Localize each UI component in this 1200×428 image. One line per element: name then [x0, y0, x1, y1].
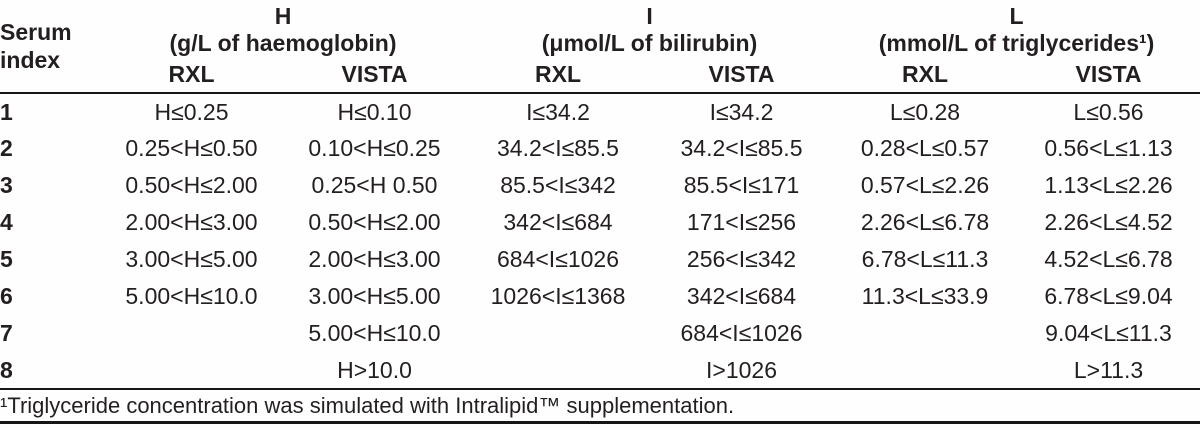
range-cell-h-vista: 5.00<H≤10.0: [308, 320, 441, 346]
group-letter-h: H: [274, 3, 292, 29]
range-cell-h-vista: H>10.0: [337, 356, 412, 383]
header-sub-row: RXL VISTA RXL VISTA RXL VISTA: [0, 57, 1200, 94]
range-cell-l-rxl: [833, 352, 1017, 389]
subheader-l-rxl: RXL: [833, 57, 1018, 94]
range-cell-i-rxl: 684<I≤1026: [497, 246, 619, 272]
range-cell-l-rxl: 11.3<L≤33.9: [861, 283, 989, 309]
range-cell-l-rxl: 0.57<L≤2.26: [860, 172, 990, 198]
table-row-2: 2 0.25<H≤0.50 0.10<H≤0.25 34.2<I≤85.5 34…: [0, 130, 1200, 167]
range-cell-i-rxl: I≤34.2: [526, 98, 590, 125]
range-cell-l-vista: 2.26<L≤4.52: [1044, 209, 1173, 235]
range-cell-h-vista: H≤0.10: [337, 98, 412, 125]
range-cell-i-rxl: 85.5<I≤342: [500, 172, 616, 198]
range-cell-h-rxl: 3.00<H≤5.00: [125, 246, 258, 272]
range-cell-h-vista: 0.25<H 0.50: [311, 172, 438, 198]
range-cell-i-vista: 256<I≤342: [686, 246, 797, 272]
footnote-row: ¹Triglyceride concentration was simulate…: [0, 388, 1200, 424]
group-header-bilirubin: I (μmol/L of bilirubin): [466, 0, 833, 57]
range-cell-l-vista: L>11.3: [1073, 356, 1144, 383]
range-cell-h-vista: 0.50<H≤2.00: [308, 209, 441, 235]
row-index: 2: [0, 135, 13, 161]
range-cell-l-rxl: 0.28<L≤0.57: [860, 135, 990, 161]
group-header-triglycerides: L (mmol/L of triglycerides¹): [833, 0, 1200, 57]
header-group-row: Serum index H (g/L of haemoglobin) I (μm…: [0, 0, 1200, 94]
row-index: 1: [0, 98, 13, 125]
range-cell-h-vista: 2.00<H≤3.00: [308, 246, 441, 272]
range-cell-l-rxl: L≤0.28: [889, 98, 961, 125]
row-index: 5: [0, 246, 13, 272]
table-row-8: 8 H>10.0 I>1026 L>11.3: [0, 352, 1200, 389]
group-letter-l: L: [1009, 3, 1024, 29]
subheader-h-rxl: RXL: [100, 57, 283, 94]
range-cell-l-vista: 1.13<L≤2.26: [1044, 172, 1173, 198]
range-cell-i-vista: 34.2<I≤85.5: [680, 135, 803, 161]
range-cell-h-rxl: 5.00<H≤10.0: [125, 283, 258, 309]
group-unit-l: (mmol/L of triglycerides¹): [878, 30, 1155, 56]
range-cell-i-vista: I>1026: [706, 356, 777, 383]
table-row-3: 3 0.50<H≤2.00 0.25<H 0.50 85.5<I≤342 85.…: [0, 167, 1200, 204]
table-body: 1 H≤0.25 H≤0.10 I≤34.2 I≤34.2 L≤0.28 L≤0…: [0, 93, 1200, 389]
group-unit-h: (g/L of haemoglobin): [169, 30, 397, 56]
range-cell-h-rxl: H≤0.25: [154, 98, 229, 125]
range-cell-l-vista: L≤0.56: [1073, 98, 1144, 125]
table-row-4: 4 2.00<H≤3.00 0.50<H≤2.00 342<I≤684 171<…: [0, 204, 1200, 241]
range-cell-l-rxl: 2.26<L≤6.78: [860, 209, 990, 235]
table-footer: ¹Triglyceride concentration was simulate…: [0, 388, 1200, 424]
corner-header-serum-index: Serum index: [0, 0, 100, 94]
range-cell-i-rxl: [466, 352, 650, 389]
group-letter-i: I: [646, 3, 653, 29]
footnote-text: ¹Triglyceride concentration was simulate…: [0, 388, 1200, 424]
table-row-1: 1 H≤0.25 H≤0.10 I≤34.2 I≤34.2 L≤0.28 L≤0…: [0, 93, 1200, 130]
subheader-l-vista: VISTA: [1017, 57, 1200, 94]
table-row-5: 5 3.00<H≤5.00 2.00<H≤3.00 684<I≤1026 256…: [0, 241, 1200, 278]
range-cell-l-vista: 9.04<L≤11.3: [1045, 320, 1172, 346]
range-cell-h-vista: 3.00<H≤5.00: [308, 283, 441, 309]
range-cell-l-vista: 6.78<L≤9.04: [1044, 283, 1173, 309]
range-cell-i-vista: 85.5<I≤171: [683, 172, 800, 198]
range-cell-i-rxl: 342<I≤684: [503, 209, 613, 235]
subheader-h-vista: VISTA: [283, 57, 466, 94]
subheader-i-vista: VISTA: [650, 57, 834, 94]
range-cell-h-vista: 0.10<H≤0.25: [308, 135, 441, 161]
range-cell-l-rxl: 6.78<L≤11.3: [861, 246, 989, 272]
row-index: 4: [0, 209, 13, 235]
row-index: 8: [0, 356, 13, 383]
range-cell-i-vista: 171<I≤256: [686, 209, 797, 235]
subheader-i-rxl: RXL: [466, 57, 650, 94]
range-cell-i-vista: I≤34.2: [709, 98, 774, 125]
range-cell-h-rxl: 2.00<H≤3.00: [125, 209, 258, 235]
range-cell-i-vista: 684<I≤1026: [680, 320, 803, 346]
range-cell-h-rxl: 0.25<H≤0.50: [125, 135, 258, 161]
table-row-6: 6 5.00<H≤10.0 3.00<H≤5.00 1026<I≤1368 34…: [0, 278, 1200, 315]
range-cell-i-vista: 342<I≤684: [686, 283, 797, 309]
group-header-haemoglobin: H (g/L of haemoglobin): [100, 0, 466, 57]
row-index: 3: [0, 172, 13, 198]
group-unit-i: (μmol/L of bilirubin): [541, 30, 758, 56]
range-cell-l-rxl: [833, 315, 1017, 352]
range-cell-i-rxl: 1026<I≤1368: [490, 283, 626, 309]
range-cell-h-rxl: 0.50<H≤2.00: [125, 172, 258, 198]
range-cell-i-rxl: 34.2<I≤85.5: [497, 135, 619, 161]
range-cell-l-vista: 0.56<L≤1.13: [1044, 135, 1173, 161]
range-cell-h-rxl: [100, 315, 283, 352]
range-cell-l-vista: 4.52<L≤6.78: [1044, 246, 1173, 272]
table-header: Serum index H (g/L of haemoglobin) I (μm…: [0, 0, 1200, 94]
row-index: 6: [0, 283, 13, 309]
table-row-7: 7 5.00<H≤10.0 684<I≤1026 9.04<L≤11.3: [0, 315, 1200, 352]
range-cell-h-rxl: [100, 352, 283, 389]
row-index: 7: [0, 320, 13, 346]
range-cell-i-rxl: [466, 315, 650, 352]
